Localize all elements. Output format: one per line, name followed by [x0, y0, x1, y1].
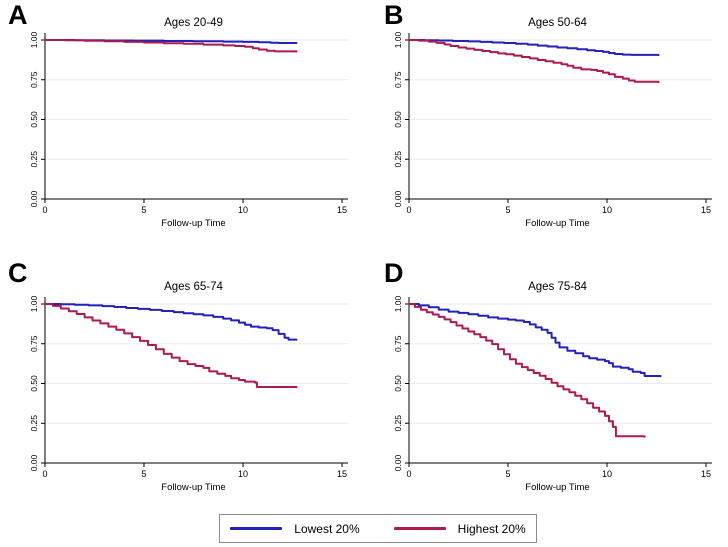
y-tick-label: 0.00 [393, 454, 403, 471]
panel-letter-a: A [8, 0, 28, 30]
plot-title: Ages 75-84 [528, 281, 587, 293]
y-tick-label: 0.75 [29, 71, 39, 88]
y-tick-label: 0.25 [29, 151, 39, 168]
y-tick-label: 1.00 [29, 295, 39, 312]
x-tick-label: 0 [42, 205, 47, 215]
km-plot-d: 0.00 0.25 0.50 0.75 1.00 0 5 10 15 Ages 75-84 Foll… [393, 281, 712, 493]
x-tick-label: 15 [337, 205, 347, 215]
x-tick-label: 0 [42, 469, 47, 479]
panel-letter-c: C [8, 258, 28, 288]
x-axis-label: Follow-up Time [525, 218, 589, 229]
y-tick-label: 0.00 [393, 190, 403, 207]
x-tick-label: 5 [141, 469, 146, 479]
panel-grid: A 0.00 0.25 0.50 0.75 1.00 0 5 10 15 Ages 20-49 Fo… [0, 0, 728, 500]
y-tick-label: 0.75 [29, 335, 39, 352]
x-tick-label: 0 [406, 469, 411, 479]
x-tick-label: 10 [602, 205, 612, 215]
y-tick-label: 0.25 [393, 151, 403, 168]
legend-label-lowest: Lowest 20% [294, 521, 360, 536]
y-tick-label: 0.25 [29, 415, 39, 432]
x-tick-label: 5 [505, 205, 510, 215]
km-plot-a: 0.00 0.25 0.50 0.75 1.00 0 5 10 15 Ages 20-49 Foll… [29, 17, 348, 229]
y-tick-label: 0.00 [29, 454, 39, 471]
x-tick-label: 5 [505, 469, 510, 479]
x-tick-label: 0 [406, 205, 411, 215]
km-plot-b: 0.00 0.25 0.50 0.75 1.00 0 5 10 15 Ages 50-64 Foll… [393, 17, 712, 229]
series-highest [44, 303, 298, 389]
series-lowest [408, 39, 660, 57]
legend-item-lowest: Lowest 20% [230, 521, 360, 536]
x-tick-label: 5 [141, 205, 146, 215]
legend: Lowest 20% Highest 20% [219, 514, 537, 543]
legend-item-highest: Highest 20% [393, 521, 526, 536]
x-tick-label: 15 [701, 469, 711, 479]
km-plot-c: 0.00 0.25 0.50 0.75 1.00 0 5 10 15 Ages 65-74 Foll… [29, 281, 348, 493]
series-highest [44, 39, 298, 53]
y-tick-label: 0.75 [393, 71, 403, 88]
plot-title: Ages 50-64 [528, 17, 587, 29]
y-tick-label: 0.00 [29, 190, 39, 207]
y-tick-label: 0.50 [393, 375, 403, 392]
series-lowest [44, 303, 298, 341]
y-tick-label: 0.75 [393, 335, 403, 352]
x-tick-label: 10 [602, 469, 612, 479]
x-tick-label: 15 [337, 469, 347, 479]
legend-label-highest: Highest 20% [457, 521, 526, 536]
y-tick-label: 0.25 [393, 415, 403, 432]
x-tick-label: 10 [238, 469, 248, 479]
panel-d: D 0.00 0.25 0.50 0.75 1.00 0 5 10 15 Ages 75-84 Fo… [364, 250, 728, 500]
panel-letter-d: D [384, 258, 404, 288]
series-highest [408, 303, 646, 438]
y-tick-label: 0.50 [29, 375, 39, 392]
x-axis-label: Follow-up Time [161, 482, 225, 493]
panel-a: A 0.00 0.25 0.50 0.75 1.00 0 5 10 15 Ages 20-49 Fo… [0, 0, 364, 250]
y-tick-label: 1.00 [29, 31, 39, 48]
y-tick-label: 0.50 [393, 111, 403, 128]
x-tick-label: 15 [701, 205, 711, 215]
legend-line-highest-swatch [393, 527, 446, 530]
y-tick-label: 1.00 [393, 31, 403, 48]
legend-line-lowest-swatch [230, 527, 283, 530]
x-axis-label: Follow-up Time [525, 482, 589, 493]
x-tick-label: 10 [238, 205, 248, 215]
plot-title: Ages 20-49 [164, 17, 223, 29]
x-axis-label: Follow-up Time [161, 218, 225, 229]
series-highest [408, 39, 660, 84]
y-tick-label: 1.00 [393, 295, 403, 312]
y-tick-label: 0.50 [29, 111, 39, 128]
panel-c: C 0.00 0.25 0.50 0.75 1.00 0 5 10 15 Ages 65-74 Fo… [0, 250, 364, 500]
panel-letter-b: B [384, 0, 404, 30]
series-lowest [408, 303, 662, 378]
plot-title: Ages 65-74 [164, 281, 223, 293]
panel-b: B 0.00 0.25 0.50 0.75 1.00 0 5 10 15 Ages 50-64 Fo… [364, 0, 728, 250]
